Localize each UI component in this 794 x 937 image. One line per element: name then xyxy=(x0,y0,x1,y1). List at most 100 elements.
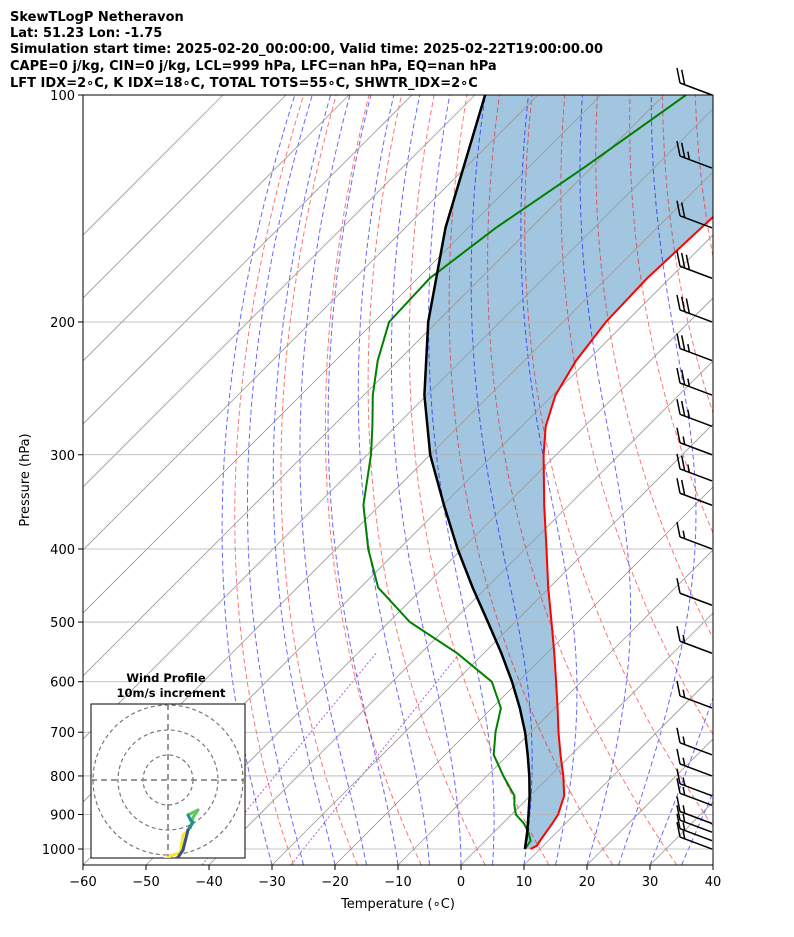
moist-adiabat-line xyxy=(470,95,533,865)
isotherm-line xyxy=(208,360,713,865)
wind-barb-staff xyxy=(679,592,713,606)
wind-barb-half-flag xyxy=(687,378,691,387)
wind-barb-flag xyxy=(676,821,681,838)
wind-barb-flag xyxy=(676,367,681,384)
wind-barb-half-flag xyxy=(687,409,691,418)
isotherm-line xyxy=(334,486,713,865)
isotherm-line xyxy=(271,423,713,865)
dry-adiabat-line xyxy=(760,95,794,865)
moist-adiabat-line xyxy=(390,95,462,865)
cape-shading xyxy=(424,95,713,849)
moist-adiabat-line xyxy=(247,95,313,865)
x-tick-label: −40 xyxy=(195,875,222,890)
wind-barb-half-flag xyxy=(682,813,686,823)
hodograph-segment xyxy=(151,861,158,864)
header-times: Simulation start time: 2025-02-20_00:00:… xyxy=(10,42,603,57)
wind-barb-flag xyxy=(676,200,681,216)
moist-adiabat-line xyxy=(327,95,399,865)
dry-adiabat-line xyxy=(662,95,713,415)
moist-adiabat-line xyxy=(299,95,367,865)
y-tick-label: 1000 xyxy=(42,843,75,858)
wind-barb-half-flag xyxy=(682,436,686,445)
hodograph-subtitle: 10m/s increment xyxy=(117,686,226,700)
moist-adiabat-line xyxy=(520,95,578,865)
moist-adiabat-line xyxy=(272,95,336,865)
header: SkewTLogP Netheravon Lat: 51.23 Lon: -1.… xyxy=(10,10,603,91)
wind-barb-staff xyxy=(679,382,713,396)
wind-barb xyxy=(676,67,713,96)
isotherm-line xyxy=(83,95,224,236)
hodograph-segment xyxy=(166,860,173,863)
wind-barb xyxy=(676,578,713,606)
isotherm-line xyxy=(83,95,602,614)
wind-barb-half-flag xyxy=(687,464,691,473)
wind-barb-staff xyxy=(679,155,713,169)
moist-adiabat-line xyxy=(618,95,697,865)
wind-barb-flag xyxy=(680,142,686,158)
wind-barb-flag xyxy=(676,140,681,157)
wind-barb-half-flag xyxy=(682,830,686,839)
wind-barb-flag xyxy=(676,427,681,443)
wind-barb-staff xyxy=(679,468,713,482)
wind-barb-flag xyxy=(680,296,686,312)
wind-barb-flag xyxy=(680,252,686,269)
isotherm-line xyxy=(712,864,713,865)
wind-barb xyxy=(676,453,713,482)
wind-barb xyxy=(676,200,713,229)
header-indices-line: LFT IDX=2∘C, K IDX=18∘C, TOTAL TOTS=55∘C… xyxy=(10,76,478,91)
wind-barb-staff xyxy=(679,442,713,456)
dry-adiabat-line xyxy=(280,95,358,865)
x-tick-label: 30 xyxy=(642,875,659,890)
wind-barb xyxy=(676,399,713,427)
wind-barb-half-flag xyxy=(682,689,686,698)
y-tick-label: 600 xyxy=(50,676,75,691)
isotherm-line xyxy=(83,95,287,299)
isotherm-line xyxy=(460,612,713,865)
wind-barb-staff xyxy=(679,742,713,756)
y-tick-label: 400 xyxy=(50,543,75,558)
y-tick-label: 800 xyxy=(50,770,75,785)
moist-adiabat-line xyxy=(428,95,495,865)
wind-barb-flag xyxy=(676,778,681,794)
wind-barb-staff xyxy=(679,792,713,806)
wind-barb-flag xyxy=(676,768,681,784)
wind-barb-flag xyxy=(676,748,681,765)
hodograph-segment xyxy=(181,838,187,852)
wind-barb-flag xyxy=(676,680,681,697)
isotherm-line xyxy=(83,108,713,740)
wind-barb-staff xyxy=(679,810,713,825)
wind-barb-flag xyxy=(676,578,681,594)
wind-barb-half-flag xyxy=(687,343,691,353)
parcel-line xyxy=(423,95,531,850)
moist-adiabat-line xyxy=(649,696,713,865)
y-tick-label: 200 xyxy=(50,316,75,331)
wind-barb-flag xyxy=(680,400,686,417)
wind-barb xyxy=(676,768,713,797)
wind-barb-flag xyxy=(676,67,681,84)
wind-barb-staff xyxy=(679,763,713,777)
wind-barb xyxy=(676,140,713,169)
isotherm-line xyxy=(83,95,413,425)
wind-barb-half-flag xyxy=(682,757,686,766)
y-tick-label: 300 xyxy=(50,449,75,464)
header-location: Lat: 51.23 Lon: -1.75 xyxy=(10,26,162,41)
isotherm-line xyxy=(523,675,713,865)
wind-barb-half-flag xyxy=(682,786,686,796)
wind-barb-staff xyxy=(679,836,713,850)
x-tick-label: −10 xyxy=(384,875,411,890)
wind-barb-half-flag xyxy=(682,530,686,539)
hodograph-inset: Wind Profile 10m/s increment xyxy=(90,671,246,864)
wind-barb xyxy=(676,294,713,323)
x-axis-ticks: −60 −50 −40 −30 −20 −10 0 10 20 30 40 xyxy=(69,865,721,890)
dry-adiabat-line xyxy=(448,95,614,865)
hodograph-segment xyxy=(184,828,190,842)
wind-barb-staff xyxy=(679,265,713,279)
wind-barb-half-flag xyxy=(682,822,686,831)
wind-barb-flag xyxy=(680,455,686,471)
x-tick-label: −60 xyxy=(69,875,96,890)
wind-barb xyxy=(676,333,713,362)
wind-barb-flag xyxy=(676,727,681,743)
y-tick-label: 700 xyxy=(50,726,75,741)
hodograph-segment xyxy=(176,848,185,858)
